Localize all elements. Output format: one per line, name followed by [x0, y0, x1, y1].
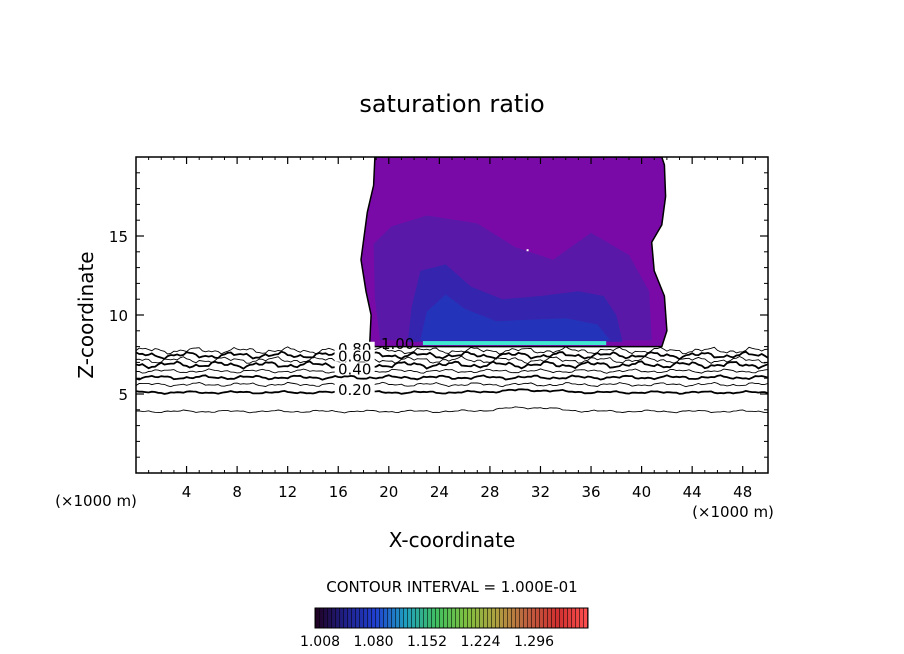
x-tick-label: 36	[581, 483, 600, 501]
x-tick-label: 16	[329, 483, 348, 501]
colorbar-frame	[314, 607, 589, 629]
x-unit-left: (×1000 m)	[55, 492, 137, 510]
contour-label-bg	[334, 362, 375, 375]
x-tick-label: 20	[379, 483, 398, 501]
x-tick-label: 44	[683, 483, 702, 501]
contour-lines	[136, 346, 768, 414]
colorbar-tick-label: 1.224	[460, 634, 500, 650]
y-axis-label: Z-coordinate	[74, 251, 98, 378]
x-tick-label: 12	[278, 483, 297, 501]
y-tick-label: 10	[109, 307, 128, 325]
x-tick-label: 8	[232, 483, 242, 501]
contour-label-bg	[334, 349, 375, 362]
x-tick-label: 40	[632, 483, 651, 501]
colorbar: 1.008 1.080 1.152 1.224 1.296	[300, 607, 589, 650]
contour-label: 1.00	[381, 335, 414, 353]
saturated-core-band	[422, 341, 607, 346]
contour-line	[136, 350, 768, 361]
contour-labels: 1.000.800.600.400.20	[334, 335, 414, 399]
contour-line	[136, 360, 768, 370]
x-tick-label: 28	[480, 483, 499, 501]
contour-line	[136, 368, 768, 374]
contour-line	[136, 355, 768, 364]
chart-title: saturation ratio	[359, 90, 544, 118]
colorbar-tick-label: 1.152	[407, 634, 447, 650]
contour-line	[136, 388, 768, 395]
x-tick-label: 48	[733, 483, 752, 501]
contour-label: 0.60	[338, 348, 371, 366]
x-tick-label: 32	[531, 483, 550, 501]
saturated-region-core	[420, 294, 610, 341]
x-axis-label: X-coordinate	[389, 528, 516, 552]
contour-line	[136, 346, 768, 355]
colorbar-stripes	[315, 608, 588, 628]
contour-label: 0.20	[338, 381, 371, 399]
y-tick-label: 15	[109, 228, 128, 246]
colorbar-tick-label: 1.008	[300, 634, 340, 650]
supersaturation-fill	[360, 157, 668, 348]
x-tick-label: 24	[430, 483, 449, 501]
x-tick-label: 4	[182, 483, 192, 501]
x-unit-right: (×1000 m)	[692, 503, 774, 521]
plot-area: 1.000.800.600.400.20 4 8 12 16 20 24 28 32 36 40 4…	[109, 156, 769, 501]
y-tick-label: 5	[118, 386, 128, 404]
contour-line	[136, 374, 768, 381]
colorbar-tick-labels: 1.008 1.080 1.152 1.224 1.296	[300, 634, 554, 650]
contour-line	[136, 406, 768, 414]
region-speck	[526, 249, 529, 252]
colorbar-tick-label: 1.296	[514, 634, 554, 650]
contour-label-bg	[334, 382, 375, 395]
contour-interval-label: CONTOUR INTERVAL = 1.000E-01	[326, 578, 577, 596]
contour-line	[136, 381, 768, 388]
colorbar-tick-label: 1.080	[353, 634, 393, 650]
contour-label: 0.40	[338, 360, 371, 378]
